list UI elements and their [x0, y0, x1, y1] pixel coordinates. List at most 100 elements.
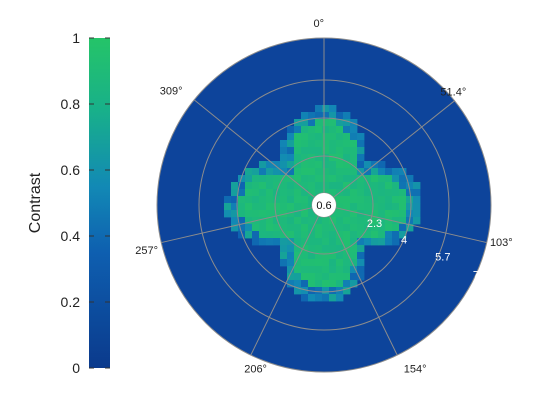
heatmap-cell [357, 259, 365, 267]
heatmap-cell [301, 231, 309, 239]
heatmap-cell [315, 238, 323, 246]
heatmap-cell [329, 119, 337, 127]
heatmap-cell [350, 182, 358, 190]
heatmap-cell [336, 238, 344, 246]
heatmap-cell [343, 140, 351, 148]
heatmap-cell [308, 259, 316, 267]
heatmap-cell [301, 189, 309, 197]
heatmap-cell [273, 224, 281, 232]
heatmap-cell [336, 161, 344, 169]
heatmap-cell [245, 182, 253, 190]
heatmap-cell [357, 189, 365, 197]
heatmap-cell [287, 280, 295, 288]
heatmap-cell [343, 259, 351, 267]
heatmap-cell [329, 280, 337, 288]
heatmap-cell [231, 182, 239, 190]
heatmap-cell [301, 196, 309, 204]
heatmap-cell [322, 147, 330, 155]
heatmap-cell [301, 252, 309, 260]
heatmap-cell [322, 287, 330, 295]
heatmap-cell [329, 140, 337, 148]
heatmap-cell [294, 161, 302, 169]
heatmap-cell [266, 238, 274, 246]
heatmap-cell [287, 238, 295, 246]
heatmap-cell [301, 119, 309, 127]
heatmap-cell [392, 238, 400, 246]
heatmap-cell [294, 133, 302, 141]
heatmap-cell [329, 238, 337, 246]
heatmap-cell [350, 238, 358, 246]
heatmap-cell [322, 245, 330, 253]
heatmap-cell [266, 196, 274, 204]
heatmap-cell [287, 182, 295, 190]
heatmap-cell [245, 175, 253, 183]
heatmap-cell [280, 168, 288, 176]
heatmap-cell [294, 217, 302, 225]
heatmap-cell [322, 217, 330, 225]
heatmap-cell [406, 175, 414, 183]
heatmap-cell [238, 182, 246, 190]
heatmap-cell [399, 203, 407, 211]
heatmap-cell [322, 266, 330, 274]
heatmap-cell [399, 168, 407, 176]
heatmap-cell [343, 266, 351, 274]
heatmap-cell [259, 161, 267, 169]
heatmap-cell [266, 161, 274, 169]
heatmap-cell [315, 182, 323, 190]
heatmap-cell [322, 168, 330, 176]
heatmap-cell [224, 203, 232, 211]
heatmap-cell [406, 182, 414, 190]
heatmap-cell [357, 273, 365, 281]
heatmap-cell [252, 238, 260, 246]
heatmap-cell [392, 231, 400, 239]
heatmap-cell [336, 126, 344, 134]
heatmap-cell [280, 147, 288, 155]
heatmap-cell [336, 112, 344, 120]
heatmap-cell [287, 189, 295, 197]
heatmap-cell [350, 147, 358, 155]
heatmap-cell [371, 203, 379, 211]
colorbar: 0 0.2 0.4 0.6 0.8 1 Contrast [27, 30, 110, 376]
heatmap-cell [266, 175, 274, 183]
heatmap-cell [245, 231, 253, 239]
heatmap-cell [252, 189, 260, 197]
heatmap-cell [280, 210, 288, 218]
heatmap-cell [343, 203, 351, 211]
heatmap-cell [329, 189, 337, 197]
heatmap-cell [336, 210, 344, 218]
heatmap-cell [224, 196, 232, 204]
heatmap-cell [273, 196, 281, 204]
heatmap-cell [350, 126, 358, 134]
heatmap-cell [399, 224, 407, 232]
heatmap-cell [315, 119, 323, 127]
polar-grid-spoke [333, 100, 455, 198]
heatmap-cell [301, 126, 309, 134]
heatmap-cell [322, 224, 330, 232]
heatmap-cell [336, 119, 344, 127]
heatmap-cell [378, 168, 386, 176]
heatmap-cell [357, 133, 365, 141]
heatmap-cell [280, 224, 288, 232]
heatmap-cell [385, 217, 393, 225]
heatmap-cell [315, 133, 323, 141]
heatmap-cell [322, 175, 330, 183]
heatmap-cell [245, 210, 253, 218]
heatmap-cell [322, 126, 330, 134]
heatmap-cell [378, 189, 386, 197]
heatmap-cell [252, 224, 260, 232]
heatmap-cell [350, 154, 358, 162]
heatmap-cell [357, 182, 365, 190]
heatmap-cell [280, 182, 288, 190]
heatmap-cell [336, 224, 344, 232]
heatmap-cell [294, 147, 302, 155]
heatmap-cell [336, 168, 344, 176]
heatmap-cell [273, 210, 281, 218]
heatmap-cell [301, 147, 309, 155]
heatmap-cell [357, 147, 365, 155]
heatmap-cell [336, 154, 344, 162]
heatmap-cell [336, 252, 344, 260]
heatmap-cell [322, 259, 330, 267]
radial-labels: 2.3 4 5.7 7.4 [367, 218, 488, 282]
heatmap-cell [273, 217, 281, 225]
heatmap-cell [315, 161, 323, 169]
